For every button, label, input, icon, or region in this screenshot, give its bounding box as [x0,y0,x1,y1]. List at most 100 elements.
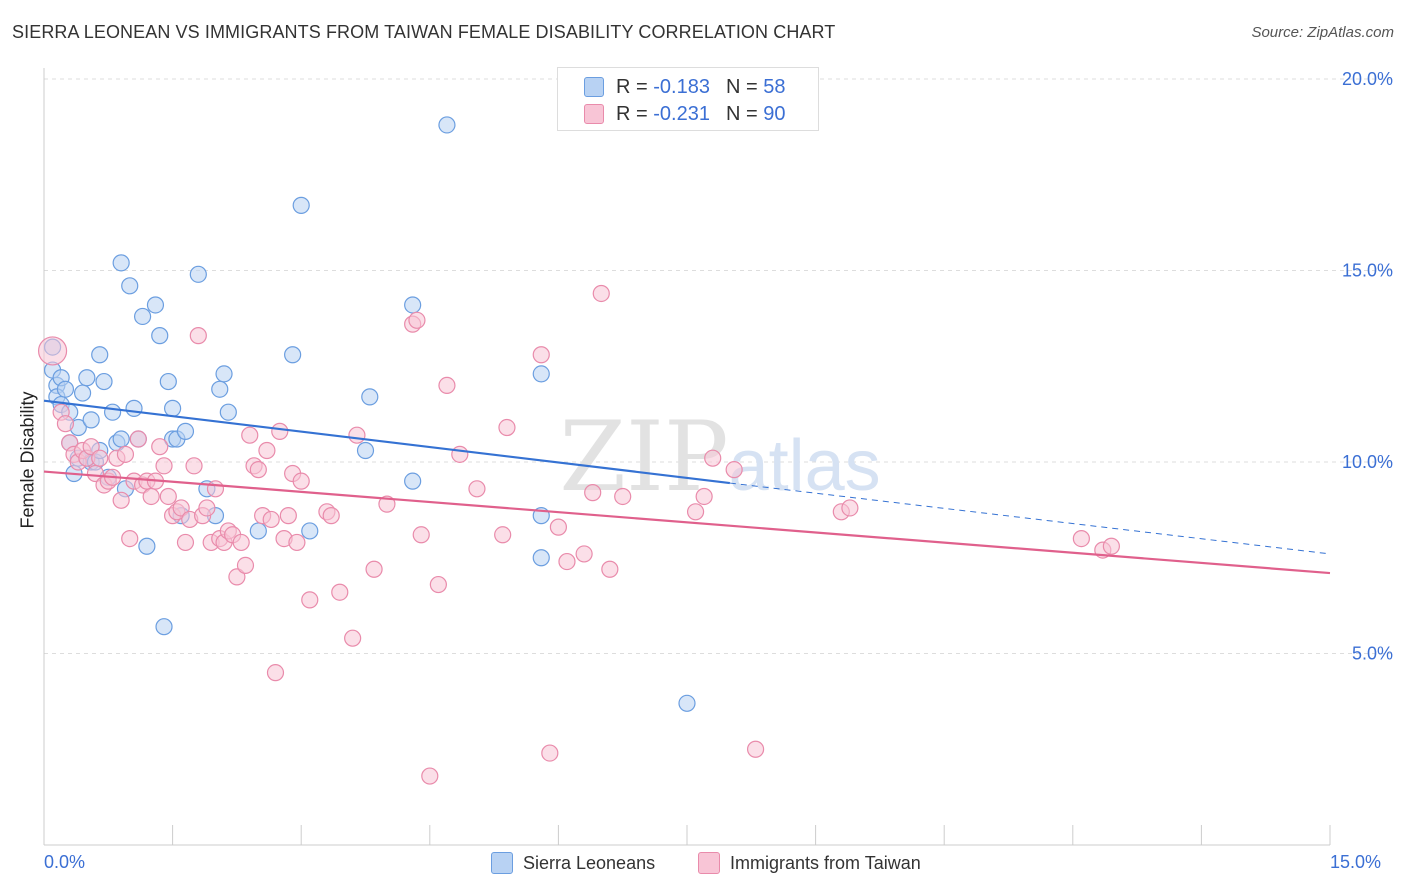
point-sierra-leonean [164,399,182,417]
x-tick-max: 15.0% [1330,852,1382,872]
point-taiwan-immigrant [549,518,568,536]
point-taiwan-immigrant [56,415,75,433]
point-taiwan-immigrant [468,480,486,498]
point-taiwan-immigrant [494,526,512,544]
point-taiwan-immigrant [365,560,383,578]
trend-line-extension-sierra-leoneans [729,482,1331,555]
point-taiwan-immigrant [236,556,255,575]
point-sierra-leonean [404,472,422,490]
ytick-layer: 5.0% 10.0% 15.0% 20.0% [1342,69,1393,664]
legend-series: Sierra Leoneans Immigrants from Taiwan [0,852,1406,878]
point-sierra-leonean [138,537,156,555]
point-taiwan-immigrant [584,484,602,502]
point-sierra-leonean [532,365,550,383]
point-taiwan-immigrant [575,545,593,563]
point-taiwan-immigrant [686,503,705,521]
n-value: 58 [763,75,786,98]
legend-swatch-pink [584,104,604,124]
point-taiwan-immigrant [228,568,246,586]
n-label: N = [725,102,758,125]
point-sierra-leonean [404,296,422,314]
point-sierra-leonean [356,441,375,460]
point-sierra-leonean [91,346,109,364]
point-taiwan-immigrant [112,491,130,509]
point-taiwan-immigrant [601,560,619,578]
point-taiwan-immigrant [498,418,516,437]
point-taiwan-immigrant [1102,537,1120,555]
trend-line-sierra-leoneans [43,399,730,485]
y-tick-label: 20.0% [1342,69,1393,89]
point-sierra-leonean [95,372,113,391]
point-taiwan-immigrant [532,346,550,364]
point-sierra-leonean [125,399,143,417]
point-taiwan-immigrant [558,552,576,571]
trend-line-taiwan [43,470,1331,575]
legend-stats-row-sierra-leoneans: R = -0.183 N = 58 [584,74,785,100]
y-tick-label: 15.0% [1342,261,1393,281]
point-sierra-leonean [532,549,550,567]
trend-layer [43,399,1331,575]
point-sierra-leonean [292,196,310,214]
point-taiwan-immigrant [258,441,276,460]
point-sierra-leonean [112,254,130,272]
legend-swatch-blue [584,77,604,97]
point-sierra-leonean [73,384,92,402]
point-taiwan-immigrant [541,744,559,762]
point-taiwan-immigrant [172,499,190,517]
point-taiwan-immigrant [241,426,259,444]
point-taiwan-immigrant [746,740,765,758]
point-sierra-leonean [146,296,165,314]
point-taiwan-immigrant [185,457,203,475]
r-label: R = [616,102,648,125]
y-axis-label: Female Disability [17,391,38,529]
point-taiwan-immigrant [91,449,109,467]
point-taiwan-immigrant [142,487,160,506]
point-taiwan-immigrant [421,767,439,785]
point-taiwan-immigrant [198,499,216,517]
point-sierra-leonean [438,116,456,134]
point-taiwan-immigrant [1072,529,1090,548]
point-taiwan-immigrant [614,487,632,506]
point-taiwan-immigrant [176,533,195,552]
point-taiwan-immigrant [592,284,610,303]
point-sierra-leonean [78,369,96,387]
point-taiwan-immigrant [262,510,280,529]
axis-layer [43,68,1331,846]
point-taiwan-immigrant [451,445,469,463]
point-taiwan-immigrant [159,487,177,506]
legend-swatch-blue [491,852,513,874]
point-sierra-leonean [56,380,75,398]
point-sierra-leonean [249,522,267,540]
point-sierra-leonean [301,522,319,540]
point-sierra-leonean [103,403,122,421]
point-taiwan-immigrant [116,445,135,463]
legend-item-sierra-leoneans[interactable]: Sierra Leoneans [491,852,655,874]
point-taiwan-immigrant [129,430,147,448]
point-sierra-leonean [121,277,139,295]
point-taiwan-immigrant [841,499,859,517]
point-taiwan-immigrant [249,461,267,479]
point-taiwan-immigrant [348,426,366,444]
legend-item-immigrants-from-taiwan[interactable]: Immigrants from Taiwan [698,852,921,874]
point-taiwan-immigrant [695,487,713,506]
point-taiwan-immigrant [322,507,340,525]
point-sierra-leonean [151,327,169,345]
point-taiwan-immigrant [232,533,250,552]
point-taiwan-immigrant [82,438,100,456]
legend-stats: R = -0.183 N = 58 R = -0.231 N = 90 [557,67,819,131]
legend-label: Sierra Leoneans [523,852,656,873]
legend-label: Immigrants from Taiwan [730,852,921,873]
point-sierra-leonean [678,694,696,712]
point-taiwan-immigrant [266,664,285,682]
points-layer [37,116,1120,785]
point-sierra-leonean [211,380,229,398]
point-taiwan-immigrant [412,526,430,544]
point-taiwan-immigrant [206,480,225,498]
chart-title: SIERRA LEONEAN VS IMMIGRANTS FROM TAIWAN… [12,22,836,42]
point-taiwan-immigrant [189,327,207,345]
point-sierra-leonean [215,365,233,383]
grid-layer [44,78,1392,654]
legend-stats-row-taiwan: R = -0.231 N = 90 [584,101,785,127]
chart-source: Source: ZipAtlas.com [1251,24,1394,41]
